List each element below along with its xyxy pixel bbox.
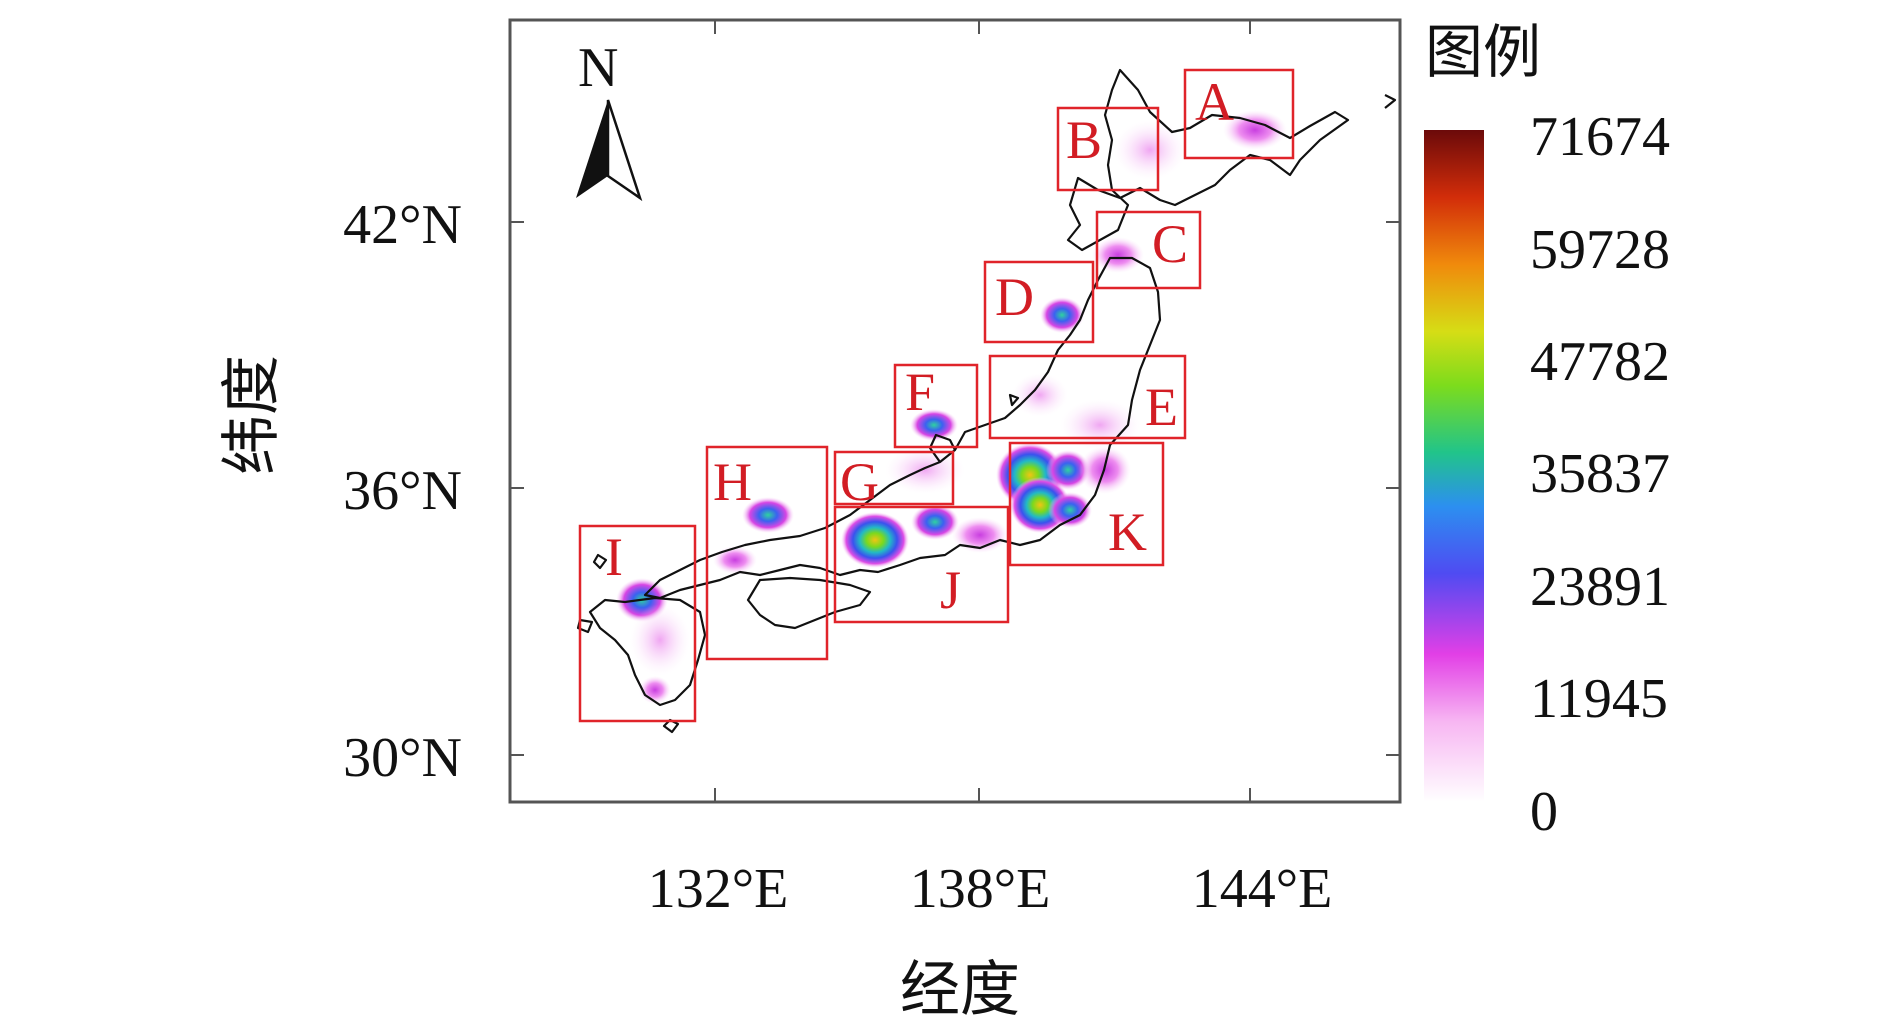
region-box-h <box>705 445 829 661</box>
region-box-f <box>893 363 979 449</box>
region-label-j: J <box>940 560 961 620</box>
legend-colorbar <box>1424 130 1484 802</box>
region-box-j <box>833 505 1010 624</box>
region-label-e: E <box>1145 377 1178 437</box>
legend: 图例 71674 59728 47782 35837 23891 11945 0 <box>1424 20 1670 843</box>
lat-label-42: 42°N <box>343 194 462 256</box>
region-box-b <box>1056 106 1160 192</box>
region-label-c: C <box>1152 214 1188 274</box>
legend-value: 23891 <box>1530 556 1670 618</box>
legend-value: 0 <box>1530 781 1558 843</box>
region-box-a <box>1183 68 1295 160</box>
region-label-d: D <box>995 267 1034 327</box>
region-label-i: I <box>605 527 623 587</box>
lon-label-144: 144°E <box>1192 858 1333 920</box>
lon-label-138: 138°E <box>910 858 1051 920</box>
legend-title: 图例 <box>1425 20 1541 85</box>
region-box-i <box>578 524 697 723</box>
lat-label-36: 36°N <box>343 460 462 522</box>
region-label-a: A <box>1195 72 1234 132</box>
region-box-d <box>983 260 1095 344</box>
lon-label-132: 132°E <box>648 858 789 920</box>
legend-value: 71674 <box>1530 106 1670 168</box>
y-axis-title: 纬度 <box>219 355 285 475</box>
coastline <box>576 68 1397 734</box>
region-box-c <box>1095 210 1202 290</box>
region-box-g <box>833 450 955 506</box>
lon-tick-labels: 132°E 138°E 144°E <box>648 858 1333 920</box>
region-labels: A B C D E F G H I J K <box>605 72 1234 620</box>
lat-label-30: 30°N <box>343 727 462 789</box>
legend-value: 59728 <box>1530 219 1670 281</box>
legend-value: 35837 <box>1530 443 1670 505</box>
lat-tick-labels: 42°N 36°N 30°N <box>343 194 462 789</box>
x-axis-title: 经度 <box>900 957 1020 1016</box>
axis-ticks <box>510 20 1400 802</box>
north-arrow-icon: N <box>576 37 643 202</box>
legend-value: 11945 <box>1530 668 1668 730</box>
north-label: N <box>578 37 618 99</box>
region-label-g: G <box>840 452 879 512</box>
legend-value: 47782 <box>1530 331 1670 393</box>
region-label-k: K <box>1108 502 1147 562</box>
region-label-h: H <box>713 452 752 512</box>
region-label-f: F <box>905 362 935 422</box>
region-box-k <box>1008 441 1165 567</box>
region-boxes <box>578 68 1295 723</box>
region-label-b: B <box>1066 110 1102 170</box>
region-box-e <box>988 354 1187 440</box>
